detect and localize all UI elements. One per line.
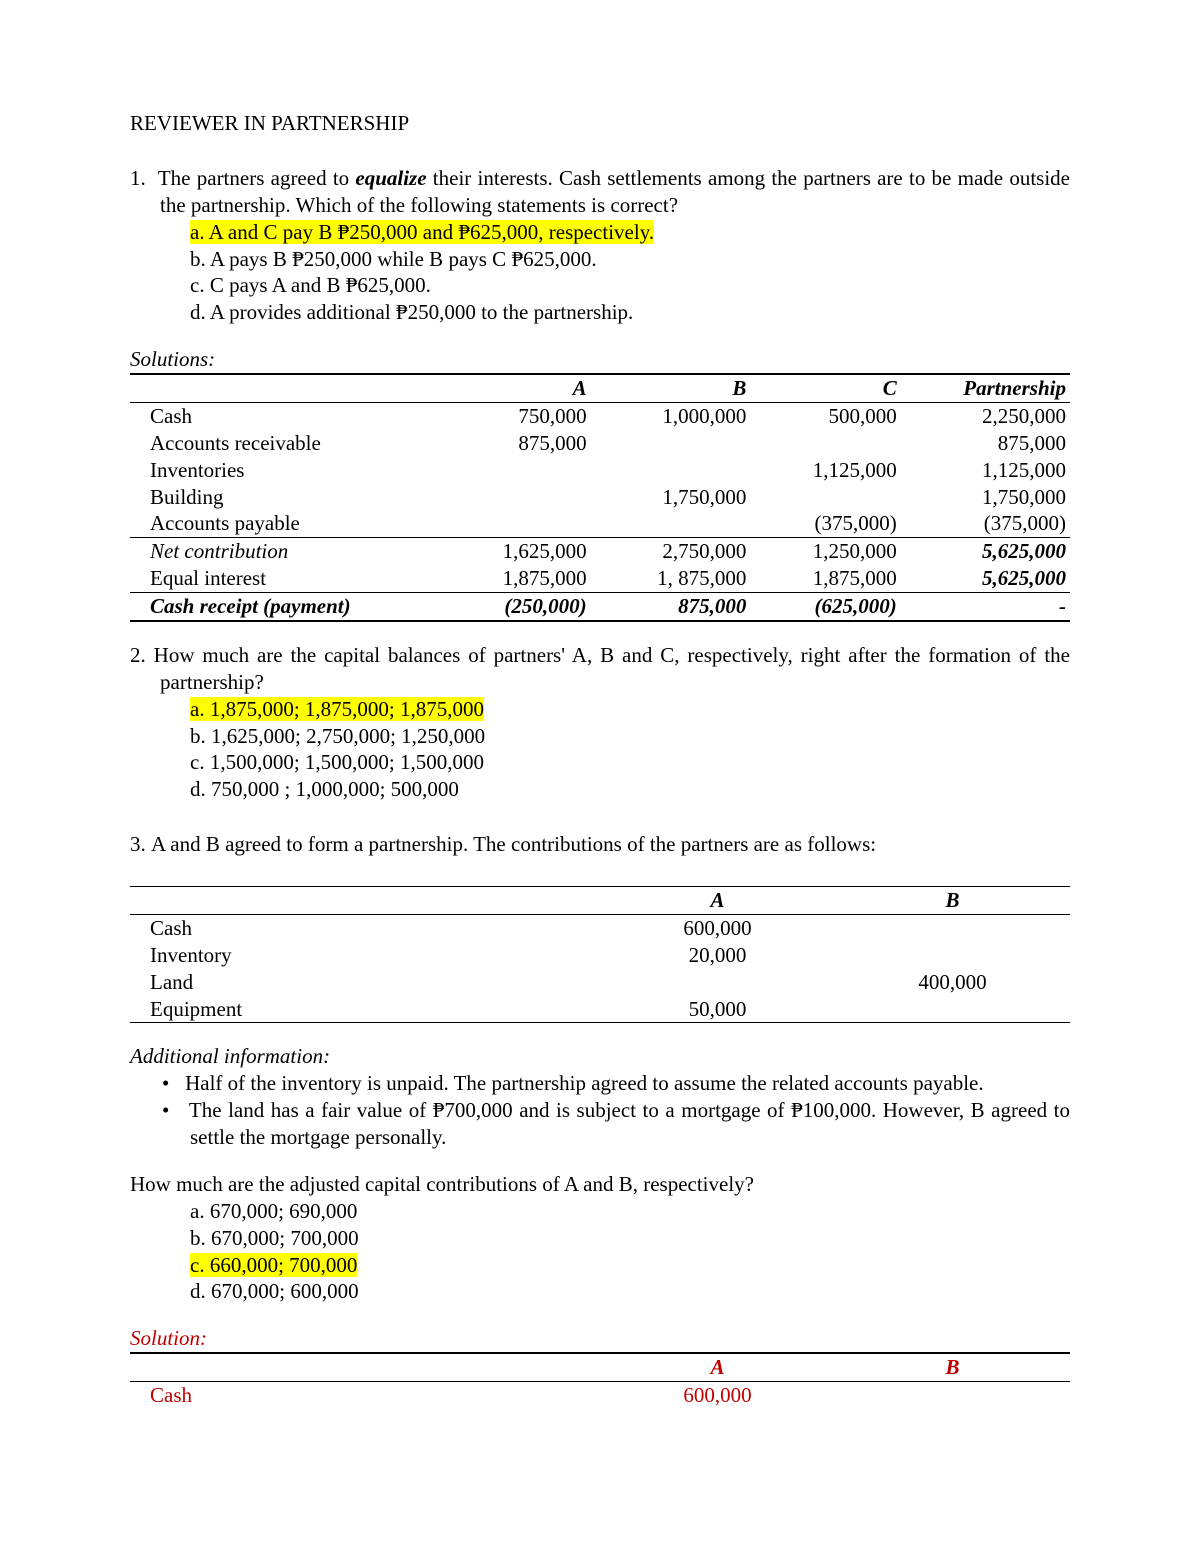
document-page: REVIEWER IN PARTNERSHIP 1. The partners … [0, 0, 1200, 1553]
table-row: A B [130, 1354, 1070, 1381]
q3-opt-d: d. 670,000; 600,000 [190, 1278, 1070, 1305]
question-3: 3. A and B agreed to form a partnership.… [130, 831, 1070, 858]
bullet-2: • The land has a fair value of ₱700,000 … [190, 1097, 1070, 1151]
q1-opt-a: a. A and C pay B ₱250,000 and ₱625,000, … [190, 219, 1070, 246]
additional-info-list: • Half of the inventory is unpaid. The p… [130, 1070, 1070, 1151]
t1-h3: C [750, 375, 900, 402]
q3-opt-a: a. 670,000; 690,000 [190, 1198, 1070, 1225]
solution-label-3: Solution: [130, 1325, 1070, 1354]
question-1: 1. The partners agreed to equalize their… [130, 165, 1070, 326]
q3-opt-b: b. 670,000; 700,000 [190, 1225, 1070, 1252]
q3-options: a. 670,000; 690,000 b. 670,000; 700,000 … [130, 1198, 1070, 1306]
q1-num: 1. [130, 166, 146, 190]
q3-opt-c-hl: c. 660,000; 700,000 [190, 1253, 357, 1277]
t1-h2: B [591, 375, 751, 402]
q1-pre: The partners agreed to [158, 166, 356, 190]
solution-table-3: A B Cash 600,000 [130, 1354, 1070, 1409]
table-row: Equal interest1,875,0001, 875,0001,875,0… [130, 565, 1070, 592]
q1-opt-d: d. A provides additional ₱250,000 to the… [190, 299, 1070, 326]
q2-opt-d: d. 750,000 ; 1,000,000; 500,000 [190, 776, 1070, 803]
solution-table-1: A B C Partnership Cash750,0001,000,00050… [130, 375, 1070, 622]
question-2: 2. How much are the capital balances of … [130, 642, 1070, 803]
page-title: REVIEWER IN PARTNERSHIP [130, 110, 1070, 137]
q2-options: a. 1,875,000; 1,875,000; 1,875,000 b. 1,… [130, 696, 1070, 804]
question-3-text: 3. A and B agreed to form a partnership.… [130, 831, 1070, 858]
q1-em: equalize [355, 166, 426, 190]
q3-num: 3. [130, 832, 146, 856]
q3-opt-c: c. 660,000; 700,000 [190, 1252, 1070, 1279]
q1-opt-b: b. A pays B ₱250,000 while B pays C ₱625… [190, 246, 1070, 273]
q1-options: a. A and C pay B ₱250,000 and ₱625,000, … [130, 219, 1070, 327]
contribution-table: A B Cash600,000 Inventory20,000 Land400,… [130, 886, 1070, 1023]
question-2-text: 2. How much are the capital balances of … [130, 642, 1070, 696]
table-row: Cash receipt (payment)(250,000)875,000(6… [130, 593, 1070, 621]
t1-h0 [130, 375, 431, 402]
t1-h1: A [431, 375, 591, 402]
q2-opt-a-hl: a. 1,875,000; 1,875,000; 1,875,000 [190, 697, 484, 721]
table-row: Net contribution1,625,0002,750,0001,250,… [130, 538, 1070, 565]
q2-num: 2. [130, 643, 146, 667]
table-row: Accounts payable(375,000)(375,000) [130, 510, 1070, 537]
q3-body: A and B agreed to form a partnership. Th… [151, 832, 876, 856]
q3-stem-2: How much are the adjusted capital contri… [130, 1171, 1070, 1198]
table-row: A B C Partnership [130, 375, 1070, 402]
q2-opt-c: c. 1,500,000; 1,500,000; 1,500,000 [190, 749, 1070, 776]
question-1-text: 1. The partners agreed to equalize their… [130, 165, 1070, 219]
table-row: Inventories1,125,0001,125,000 [130, 457, 1070, 484]
table-row: Building1,750,0001,750,000 [130, 484, 1070, 511]
bullet-1: • Half of the inventory is unpaid. The p… [190, 1070, 1070, 1097]
solutions-label-1: Solutions: [130, 346, 1070, 375]
table-row: Cash 600,000 [130, 1382, 1070, 1409]
q1-opt-a-hl: a. A and C pay B ₱250,000 and ₱625,000, … [190, 220, 654, 244]
table-row: Accounts receivable875,000875,000 [130, 430, 1070, 457]
q1-opt-c: c. C pays A and B ₱625,000. [190, 272, 1070, 299]
additional-info-label: Additional information: [130, 1043, 1070, 1070]
q2-opt-b: b. 1,625,000; 2,750,000; 1,250,000 [190, 723, 1070, 750]
q2-opt-a: a. 1,875,000; 1,875,000; 1,875,000 [190, 696, 1070, 723]
table-row: Land400,000 [130, 969, 1070, 996]
table-row: Cash600,000 [130, 914, 1070, 941]
table-row: Equipment50,000 [130, 996, 1070, 1023]
t1-h4: Partnership [901, 375, 1070, 402]
table-row: A B [130, 887, 1070, 915]
table-row: Cash750,0001,000,000500,0002,250,000 [130, 402, 1070, 429]
q2-body: How much are the capital balances of par… [154, 643, 1070, 694]
table-row: Inventory20,000 [130, 942, 1070, 969]
